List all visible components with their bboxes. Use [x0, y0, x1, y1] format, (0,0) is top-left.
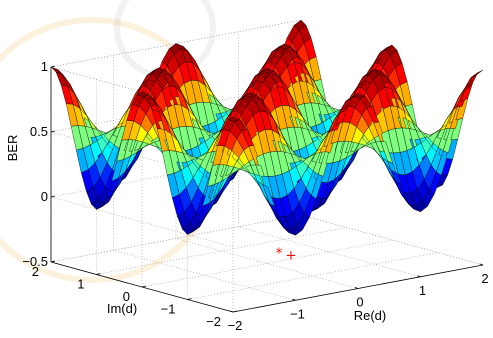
x-tick-label: 0	[356, 295, 363, 310]
x-tick-mark	[292, 298, 296, 301]
grid-line	[50, 214, 302, 263]
z-tick-mark	[50, 195, 56, 198]
surface-patch	[470, 69, 484, 78]
y-tick-mark	[232, 310, 238, 313]
y-tick-mark	[96, 273, 101, 275]
y-tick-mark	[141, 285, 147, 288]
x-tick-mark	[229, 310, 234, 313]
grid-line	[238, 226, 421, 278]
z-tick-label: 1	[41, 59, 48, 74]
z-axis-label: BER	[5, 135, 20, 162]
marker-symbol: *	[276, 247, 283, 262]
x-tick-label: −1	[290, 306, 305, 321]
y-tick-mark	[187, 298, 192, 300]
marker-symbol: +	[286, 249, 297, 264]
grid-line	[175, 238, 359, 289]
grid-line	[300, 214, 484, 266]
grid-line	[141, 239, 393, 288]
x-tick-mark	[417, 275, 421, 278]
y-tick-label: −2	[206, 314, 221, 329]
box-edge	[50, 19, 302, 68]
y-axis-label: Im(d)	[107, 301, 137, 316]
y-tick-mark	[50, 260, 56, 263]
x-tick-label: −2	[228, 318, 243, 333]
x-tick-label: 1	[419, 283, 426, 298]
z-tick-label: 0.5	[30, 124, 48, 139]
grid-line	[187, 252, 438, 300]
x-tick-mark	[479, 263, 484, 266]
grid-line	[96, 227, 347, 275]
y-tick-label: 1	[77, 277, 84, 292]
x-tick-label: 2	[481, 271, 488, 286]
y-tick-label: 0	[123, 289, 130, 304]
y-tick-label: 2	[32, 264, 39, 279]
z-tick-mark	[50, 65, 56, 68]
z-tick-label: −0.5	[22, 254, 48, 269]
x-tick-mark	[354, 287, 359, 289]
box-edge	[300, 214, 484, 266]
x-axis-label: Re(d)	[354, 308, 387, 323]
z-tick-label: 0	[41, 189, 48, 204]
y-tick-label: −1	[161, 302, 176, 317]
z-tick-mark	[50, 130, 56, 133]
markers: * +	[276, 247, 297, 264]
tick-labels: −0.5 0 0.5 1 −2 −1 0 1 2 −2 −1 0 1 2	[22, 59, 488, 333]
surface-mesh	[50, 19, 484, 236]
